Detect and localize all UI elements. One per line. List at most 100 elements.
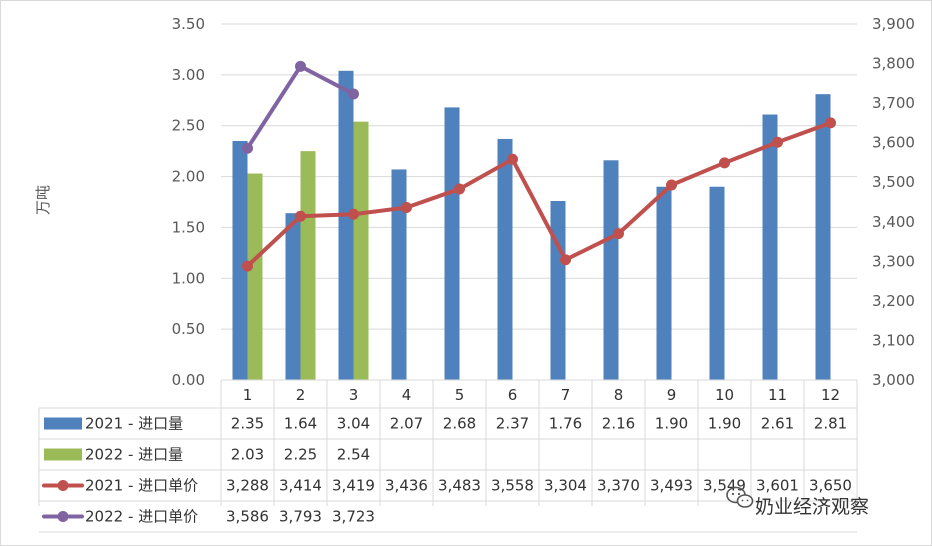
- y-tick-label: 0.50: [172, 320, 205, 338]
- bar: [709, 186, 725, 380]
- table-cell: 3,650: [809, 477, 852, 495]
- y-tick-label: 1.00: [172, 269, 205, 287]
- wechat-icon: [726, 486, 754, 508]
- bar: [603, 160, 619, 380]
- table-cell: 3,419: [332, 477, 375, 495]
- table-cell: 3,723: [332, 508, 375, 526]
- bar: [815, 94, 831, 380]
- x-tick-label: 1: [243, 386, 253, 404]
- table-cell: 2.07: [390, 415, 423, 433]
- bar: [391, 169, 407, 380]
- x-tick-label: 5: [455, 386, 465, 404]
- line-point: [613, 228, 624, 240]
- series-line: [245, 64, 356, 151]
- legend-swatch: [44, 417, 82, 430]
- legend-label: 2021 - 进口量: [85, 415, 183, 433]
- table-cell: 3,483: [438, 477, 481, 495]
- legend-marker: [57, 511, 69, 522]
- table-cell: 3,493: [650, 477, 693, 495]
- y-tick-label: 3.00: [172, 66, 205, 84]
- y-tick-label: 2.00: [172, 168, 205, 186]
- table-cell: 2.16: [602, 415, 635, 433]
- line-point: [666, 179, 677, 191]
- y-tick-label: 2.50: [172, 117, 205, 135]
- legend-label: 2022 - 进口单价: [85, 508, 198, 526]
- table-cell: 1.90: [708, 415, 741, 433]
- line-point: [560, 254, 571, 266]
- bar: [444, 107, 460, 381]
- bar: [656, 186, 672, 380]
- y2-tick-label: 3,100: [872, 331, 915, 349]
- table-cell: 3,793: [279, 508, 322, 526]
- line-point: [772, 136, 783, 148]
- y2-tick-label: 3,700: [872, 94, 915, 112]
- table-cell: 3,601: [756, 477, 799, 495]
- bar: [338, 70, 354, 380]
- y2-tick-label: 3,500: [872, 173, 915, 191]
- legend-marker: [57, 480, 69, 491]
- bar: [497, 138, 513, 380]
- line-point: [454, 183, 465, 195]
- table-cell: 1.76: [549, 415, 582, 433]
- bar: [232, 140, 248, 380]
- x-tick-label: 4: [402, 386, 412, 404]
- table-cell: 2.81: [814, 415, 847, 433]
- bar: [762, 114, 778, 381]
- table-cell: 2.37: [496, 415, 529, 433]
- x-tick-label: 11: [768, 386, 787, 404]
- y-tick-label: 1.50: [172, 218, 205, 236]
- line-point: [507, 153, 518, 165]
- y2-tick-label: 3,600: [872, 134, 915, 152]
- y2-tick-label: 3,200: [872, 292, 915, 310]
- table-cell: 3,549: [703, 477, 746, 495]
- line-point: [401, 202, 412, 214]
- line-point: [719, 157, 730, 169]
- y2-tick-label: 3,400: [872, 213, 915, 231]
- y2-tick-label: 3,000: [872, 371, 915, 389]
- bar: [300, 151, 316, 380]
- line-point: [242, 142, 253, 154]
- table-cell: 3,558: [491, 477, 534, 495]
- table-cell: 2.03: [231, 446, 264, 464]
- legend-label: 2021 - 进口单价: [85, 477, 198, 495]
- y-tick-label: 3.50: [172, 15, 205, 33]
- y2-tick-label: 3,900: [872, 15, 915, 33]
- x-tick-label: 9: [667, 386, 677, 404]
- line-point: [295, 210, 306, 222]
- bars: [232, 70, 831, 381]
- table-cell: 2.61: [761, 415, 794, 433]
- x-tick-label: 7: [561, 386, 571, 404]
- line-point: [825, 117, 836, 129]
- table-cell: 3,304: [544, 477, 587, 495]
- y-axis-label: 万吨: [34, 185, 52, 215]
- x-tick-label: 12: [821, 386, 840, 404]
- legend-label: 2022 - 进口量: [85, 446, 183, 464]
- x-tick-label: 3: [349, 386, 359, 404]
- table-cell: 2.68: [443, 415, 476, 433]
- table-cell: 2.35: [231, 415, 264, 433]
- table-cell: 3,414: [279, 477, 322, 495]
- line-point: [242, 260, 253, 272]
- gridlines: [221, 23, 857, 330]
- table-cell: 2.54: [337, 446, 370, 464]
- y2-tick-label: 3,800: [872, 55, 915, 73]
- bar: [247, 173, 263, 380]
- x-tick-label: 10: [715, 386, 734, 404]
- y-tick-label: 0.00: [172, 371, 205, 389]
- x-tick-label: 2: [296, 386, 306, 404]
- bar: [353, 121, 369, 380]
- x-tick-label: 6: [508, 386, 518, 404]
- table-cell: 3.04: [337, 415, 370, 433]
- table-cell: 3,436: [385, 477, 428, 495]
- table-cell: 1.90: [655, 415, 688, 433]
- line-point: [295, 60, 306, 72]
- legend-swatch: [44, 448, 82, 461]
- series-line: [245, 120, 833, 269]
- table-cell: 3,370: [597, 477, 640, 495]
- table-cell: 1.64: [284, 415, 317, 433]
- table-cell: 3,586: [226, 508, 269, 526]
- axes: 0.00 0.50 1.00 1.50 2.00 2.50 3.00 3.50 3,000 3,1…: [172, 15, 915, 389]
- lines: [242, 60, 836, 272]
